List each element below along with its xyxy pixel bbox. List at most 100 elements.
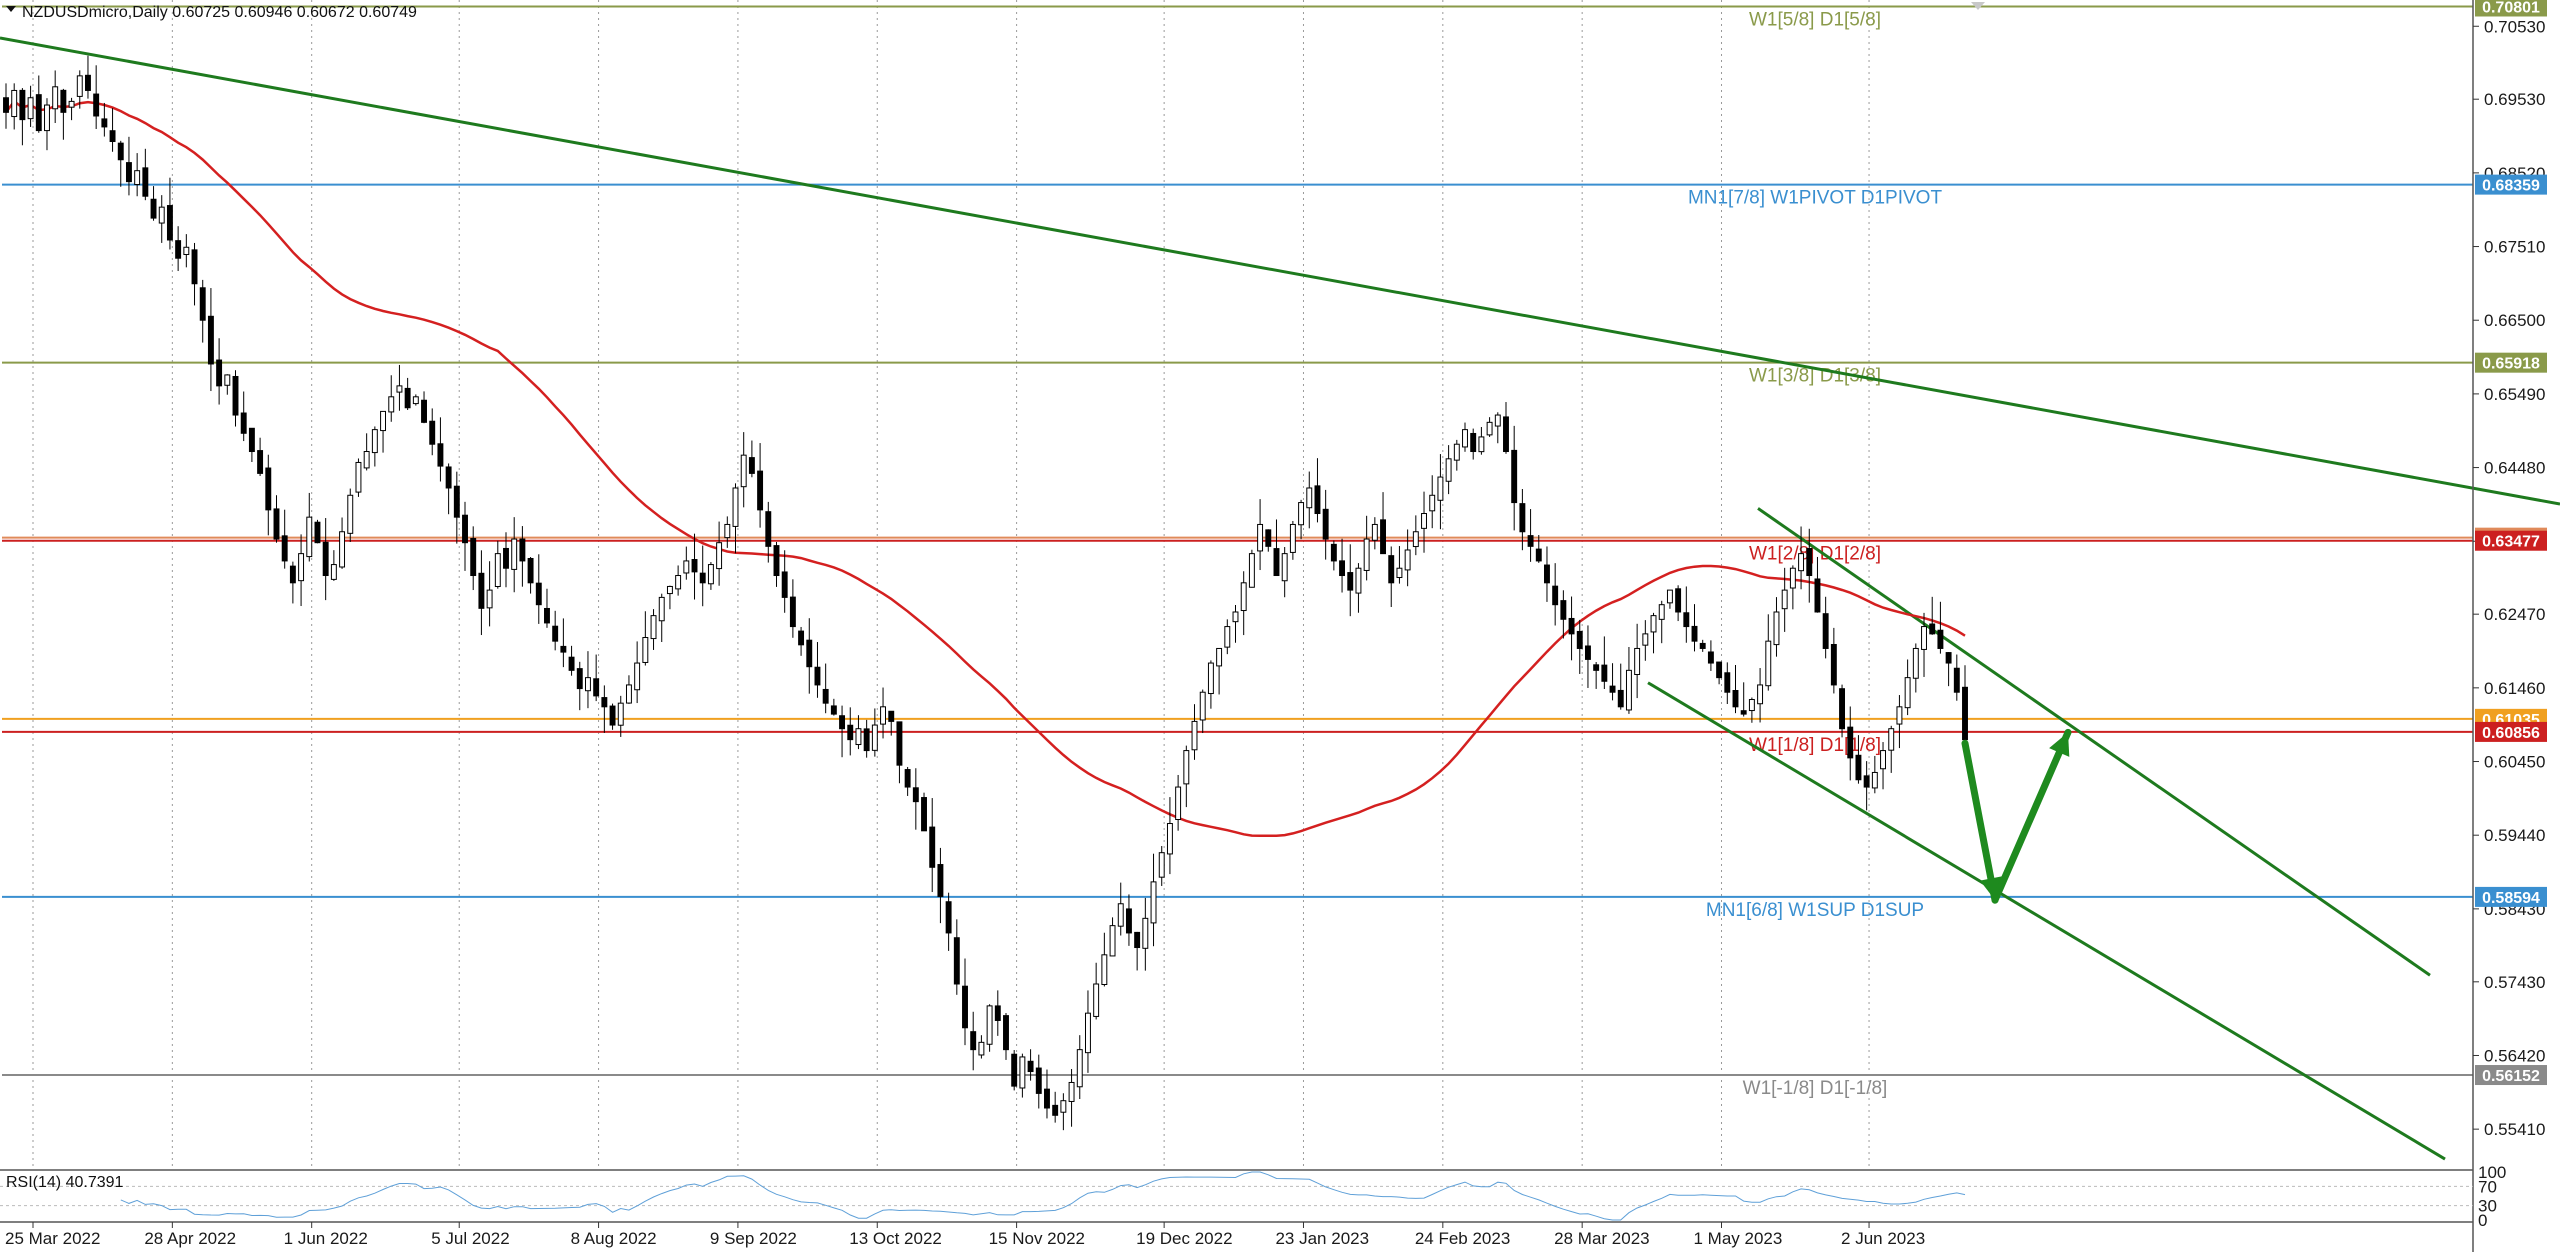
- candle-body: [1511, 449, 1518, 504]
- price-tag-text: 0.63477: [2482, 534, 2540, 551]
- candle-body: [1339, 560, 1346, 577]
- x-tick-label: 2 Jun 2023: [1841, 1229, 1925, 1248]
- candle-body: [1896, 706, 1903, 725]
- candle-body: [994, 1005, 1001, 1021]
- candle-body: [1929, 623, 1936, 635]
- projection-arrows: [1961, 728, 2072, 904]
- candle-body: [1175, 786, 1182, 821]
- candle-body: [1904, 677, 1911, 709]
- y-tick-label: 0.60450: [2484, 753, 2545, 772]
- candle-body: [1707, 651, 1714, 664]
- candle-body: [1888, 728, 1895, 751]
- candle-body: [273, 508, 280, 540]
- y-tick-label: 0.59440: [2484, 826, 2545, 845]
- candle-body: [1675, 588, 1682, 613]
- candle-body: [1478, 436, 1485, 453]
- candle-body: [855, 728, 862, 746]
- candle-body: [1855, 754, 1862, 781]
- price-tag-text: 0.68359: [2482, 178, 2540, 195]
- candle-body: [847, 724, 854, 741]
- candle-body: [617, 702, 624, 726]
- candle-body: [675, 575, 682, 590]
- candle-body: [1535, 548, 1542, 562]
- candle-body: [1839, 688, 1846, 730]
- shift-marker-icon[interactable]: [1971, 2, 1985, 10]
- candle-body: [519, 538, 526, 562]
- price-tag-bg: [2475, 174, 2547, 195]
- candle-body: [470, 537, 477, 577]
- candle-body: [863, 728, 870, 752]
- candle-body: [1199, 691, 1206, 721]
- candle-body: [1142, 917, 1149, 949]
- candle-body: [1421, 513, 1427, 529]
- candle-body: [486, 589, 493, 609]
- candle-body: [1921, 626, 1927, 650]
- candle-body: [339, 531, 346, 568]
- y-tick-label: 0.64480: [2484, 459, 2545, 478]
- candle-body: [1724, 672, 1731, 693]
- candle-body: [757, 470, 764, 511]
- candle-body: [642, 637, 649, 663]
- candle-body: [1216, 647, 1223, 667]
- price-tags: 0.708010.683590.659180.635190.634770.610…: [2475, 0, 2547, 1086]
- x-tick-label: 28 Mar 2023: [1554, 1229, 1649, 1248]
- arrow-shaft: [1961, 739, 1999, 904]
- candle-body: [1962, 686, 1968, 741]
- candle-body: [1076, 1049, 1083, 1088]
- candle-body: [19, 89, 26, 121]
- rsi-scale-label: 70: [2478, 1177, 2497, 1196]
- candle-body: [1437, 476, 1444, 501]
- rsi-label: RSI(14) 40.7391: [6, 1174, 124, 1191]
- candle-body: [306, 516, 313, 558]
- candle-body: [732, 487, 739, 527]
- candle-body: [35, 94, 42, 132]
- candle-body: [1584, 645, 1591, 660]
- candle-body: [1503, 416, 1509, 453]
- candle-body: [175, 240, 182, 259]
- candle-body: [781, 571, 788, 598]
- y-tick-label: 0.65490: [2484, 385, 2545, 404]
- candle-body: [798, 630, 805, 646]
- candle-body: [388, 396, 395, 413]
- candle-body: [912, 787, 919, 803]
- y-tick-label: 0.69530: [2484, 90, 2545, 109]
- candle-body: [625, 684, 632, 704]
- candle-body: [125, 162, 132, 183]
- candle-body: [199, 287, 206, 321]
- collapse-triangle-icon[interactable]: [6, 6, 16, 12]
- candle-body: [978, 1041, 985, 1056]
- candle-body: [1257, 523, 1264, 552]
- candle-body: [429, 420, 436, 445]
- trendline: [1757, 507, 2431, 977]
- candle-body: [962, 985, 968, 1029]
- candle-body: [1634, 647, 1641, 676]
- candle-body: [1060, 1100, 1067, 1113]
- trendline: [0, 36, 2560, 506]
- candle-body: [880, 706, 887, 725]
- candle-body: [560, 645, 567, 653]
- rsi-scale-label: 30: [2478, 1197, 2497, 1216]
- candle-body: [347, 494, 354, 534]
- y-tick-label: 0.56420: [2484, 1046, 2545, 1065]
- x-tick-label: 8 Aug 2022: [571, 1229, 657, 1248]
- price-tag-text: 0.56152: [2482, 1068, 2540, 1085]
- candle-body: [183, 246, 190, 256]
- candle-body: [1281, 553, 1288, 582]
- candle-body: [1084, 1012, 1091, 1054]
- candle-body: [396, 385, 403, 393]
- candle-body: [421, 399, 427, 423]
- candle-body: [666, 585, 673, 595]
- price-tag-bg: [2475, 1065, 2547, 1086]
- candle-body: [314, 521, 321, 544]
- y-tick-label: 0.55410: [2484, 1120, 2545, 1139]
- x-tick-label: 28 Apr 2022: [144, 1229, 236, 1248]
- candle-body: [445, 466, 452, 489]
- candle-body: [1544, 564, 1550, 584]
- candle-body: [1830, 643, 1837, 686]
- candle-body: [929, 826, 936, 868]
- candle-body: [453, 485, 460, 518]
- y-tick-label: 0.66500: [2484, 311, 2545, 330]
- candle-body: [1289, 523, 1296, 553]
